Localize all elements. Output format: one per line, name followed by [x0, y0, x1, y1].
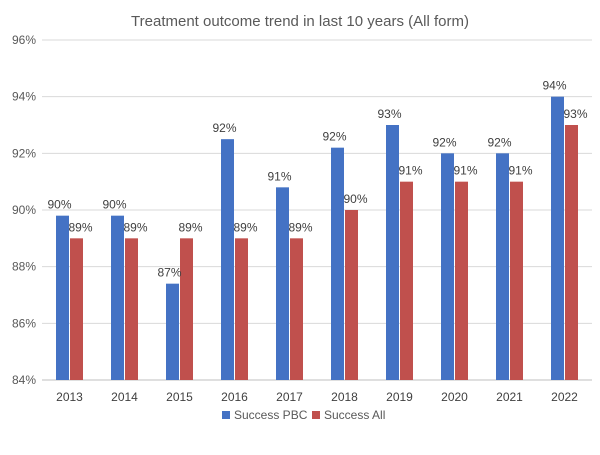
data-label: 92% [432, 135, 456, 149]
bar-success-pbc-2013 [56, 215, 69, 380]
data-labels: 90% 89% 90% 89% 87% 89% 92% 89% 91% 89% 92% 90% 93% 9… [47, 79, 587, 280]
y-tick-label: 86% [12, 316, 36, 330]
y-tick-label: 94% [12, 90, 36, 104]
data-label: 89% [233, 220, 257, 234]
x-tick-label: 2020 [441, 390, 468, 404]
x-tick-label: 2019 [386, 390, 413, 404]
bar-success-all-2018 [345, 210, 358, 380]
legend-label: Success All [324, 408, 385, 422]
bar-success-all-2022 [565, 125, 578, 380]
bar-success-all-2014 [125, 238, 138, 380]
data-label: 87% [157, 266, 181, 280]
data-label: 90% [47, 198, 71, 212]
bar-success-pbc-2016 [221, 139, 234, 380]
bar-success-pbc-2020 [441, 153, 454, 380]
x-axis: 2013 2014 2015 2016 2017 2018 2019 2020 2021 2022 [56, 390, 578, 404]
x-tick-label: 2018 [331, 390, 358, 404]
bar-success-pbc-2015 [166, 283, 179, 380]
bar-success-pbc-2017 [276, 187, 289, 380]
x-tick-label: 2013 [56, 390, 83, 404]
x-tick-label: 2015 [166, 390, 193, 404]
bar-success-all-2016 [235, 238, 248, 380]
y-tick-label: 92% [12, 146, 36, 160]
y-tick-label: 88% [12, 260, 36, 274]
data-label: 89% [68, 220, 92, 234]
bar-success-pbc-2019 [386, 125, 399, 380]
bar-success-all-2020 [455, 181, 468, 380]
data-label: 89% [178, 220, 202, 234]
bar-success-all-2019 [400, 181, 413, 380]
y-tick-label: 96% [12, 33, 36, 47]
chart-title: Treatment outcome trend in last 10 years… [131, 13, 469, 30]
legend-swatch-success-pbc [222, 411, 230, 419]
data-label: 89% [288, 220, 312, 234]
x-tick-label: 2016 [221, 390, 248, 404]
data-label: 93% [563, 107, 587, 121]
y-tick-label: 84% [12, 373, 36, 387]
data-label: 94% [542, 79, 566, 93]
y-axis: 84% 86% 88% 90% 92% 94% 96% [12, 33, 36, 387]
legend-swatch-success-all [312, 411, 320, 419]
data-label: 92% [487, 135, 511, 149]
x-tick-label: 2021 [496, 390, 523, 404]
bar-success-pbc-2014 [111, 215, 124, 380]
bar-success-all-2015 [180, 238, 193, 380]
legend-label: Success PBC [234, 408, 308, 422]
data-label: 91% [267, 169, 291, 183]
x-tick-label: 2022 [551, 390, 578, 404]
bars [56, 96, 578, 381]
data-label: 93% [377, 107, 401, 121]
bar-success-all-2021 [510, 181, 523, 380]
y-tick-label: 90% [12, 203, 36, 217]
legend: Success PBC Success All [222, 408, 385, 422]
bar-success-all-2017 [290, 238, 303, 380]
x-tick-label: 2017 [276, 390, 303, 404]
data-label: 92% [322, 130, 346, 144]
bar-success-pbc-2018 [331, 147, 344, 380]
data-label: 89% [123, 220, 147, 234]
data-label: 91% [398, 164, 422, 178]
x-tick-label: 2014 [111, 390, 138, 404]
bar-success-all-2013 [70, 238, 83, 380]
bar-success-pbc-2022 [551, 96, 564, 381]
bar-success-pbc-2021 [496, 153, 509, 380]
data-label: 91% [508, 164, 532, 178]
data-label: 90% [102, 198, 126, 212]
data-label: 91% [453, 164, 477, 178]
data-label: 90% [343, 192, 367, 206]
data-label: 92% [212, 121, 236, 135]
